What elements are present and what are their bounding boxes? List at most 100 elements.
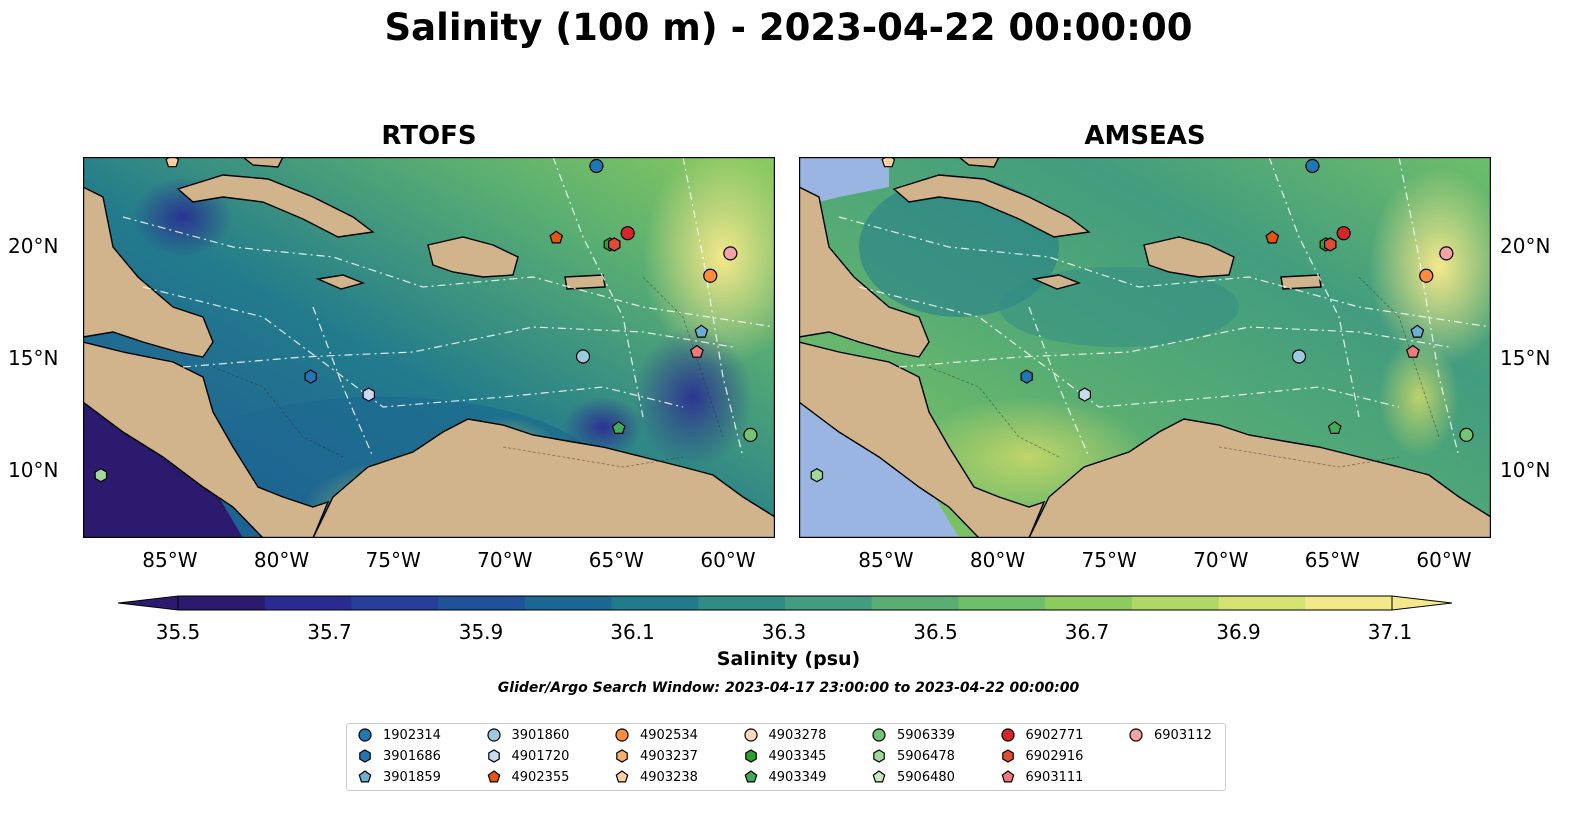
legend-label: 5906339 xyxy=(897,727,955,743)
float-marker-6903112 xyxy=(1439,246,1454,261)
float-marker-3901686 xyxy=(1020,369,1033,384)
legend-marker-circle-icon xyxy=(1000,728,1015,742)
colorbar-tick-label: 35.5 xyxy=(155,620,201,644)
float-marker-5906478 xyxy=(94,468,108,483)
legend-label: 4902355 xyxy=(511,769,570,785)
colorbar-tick-label: 36.7 xyxy=(1064,620,1110,644)
y-tick-label: 10°N xyxy=(8,457,59,482)
legend-marker-circle-icon xyxy=(486,728,501,742)
legend-label: 4903237 xyxy=(640,748,698,764)
x-tick-label: 65°W xyxy=(588,548,644,572)
legend-label: 6902771 xyxy=(1025,727,1084,743)
x-tick-label: 60°W xyxy=(700,548,756,572)
panel-title-amseas: AMSEAS xyxy=(1084,121,1206,151)
legend-label: 4903345 xyxy=(768,748,827,764)
float-marker-3901686 xyxy=(304,369,317,384)
legend-marker-pentagon-icon xyxy=(744,770,757,783)
legend-label: 6903111 xyxy=(1025,769,1084,785)
float-marker-4902534 xyxy=(703,268,718,283)
colorbar-tick-label: 37.1 xyxy=(1367,620,1413,644)
legend-label: 6902916 xyxy=(1025,748,1084,764)
legend-label: 4902534 xyxy=(640,727,698,743)
search-window-note: Glider/Argo Search Window: 2023-04-17 23… xyxy=(497,680,1080,696)
legend-entry: 3901686 xyxy=(357,747,441,765)
colorbar-cell xyxy=(438,596,526,610)
float-marker-6902771 xyxy=(1336,226,1351,241)
float-marker-4901720 xyxy=(1078,387,1091,402)
x-tick-label: 85°W xyxy=(858,548,914,572)
float-marker-5906339 xyxy=(743,427,758,443)
legend-entry: 4903238 xyxy=(614,768,698,786)
float-marker-3901859 xyxy=(1410,324,1425,338)
colorbar-tick-label: 35.7 xyxy=(307,620,352,644)
legend-label: 3901860 xyxy=(511,727,570,743)
map-amseas xyxy=(799,157,1491,538)
legend-label: 4903238 xyxy=(640,769,698,785)
float-marker-6903111 xyxy=(689,344,704,358)
float-marker-3901859 xyxy=(694,324,709,338)
legend-entry: 6902771 xyxy=(1000,726,1084,744)
legend-entry: 5906339 xyxy=(871,726,955,744)
colorbar-cell xyxy=(264,596,352,610)
float-marker-4902355 xyxy=(549,230,564,244)
colorbar-cell xyxy=(1045,596,1133,610)
legend-marker-pentagon-icon xyxy=(358,770,372,783)
legend-entry: 4902534 xyxy=(614,726,698,744)
x-tick-label: 70°W xyxy=(477,548,533,572)
colorbar-extend-high xyxy=(1391,595,1452,611)
x-tick-label: 75°W xyxy=(1081,548,1137,572)
legend-entry: 3901859 xyxy=(357,768,441,786)
legend-entry: 1902314 xyxy=(357,726,441,744)
x-tick-label: 85°W xyxy=(142,548,198,572)
float-marker-6903111 xyxy=(1405,344,1420,358)
colorbar-cell xyxy=(871,596,959,610)
legend-label: 4903278 xyxy=(768,727,827,743)
float-marker-1902314 xyxy=(589,158,604,174)
legend-label: 1902314 xyxy=(383,727,441,743)
y-tick-label: 15°N xyxy=(8,345,59,370)
colorbar-cell xyxy=(785,596,873,610)
colorbar-tick-label: 35.9 xyxy=(458,620,504,644)
legend-entry: 4903345 xyxy=(743,747,827,765)
colorbar-cell xyxy=(524,596,613,610)
colorbar-tick-label: 36.1 xyxy=(610,620,655,644)
x-tick-label: 80°W xyxy=(253,548,310,572)
float-marker-6902916 xyxy=(607,237,621,252)
legend-entry: 4903349 xyxy=(743,768,827,786)
float-marker-4903349 xyxy=(1327,420,1342,434)
legend-label: 6903112 xyxy=(1154,727,1212,743)
x-tick-label: 60°W xyxy=(1416,548,1472,572)
legend-marker-hexagon-icon xyxy=(616,749,628,763)
colorbar-cell xyxy=(1305,596,1393,610)
float-marker-4902355 xyxy=(1265,230,1280,244)
legend-marker-circle-icon xyxy=(872,728,886,742)
float-marker-6902916 xyxy=(1323,237,1337,252)
colorbar-tick-label: 36.9 xyxy=(1216,620,1261,644)
colorbar-cell xyxy=(611,596,699,610)
legend-entry: 4903237 xyxy=(614,747,698,765)
float-marker-4901720 xyxy=(362,387,375,402)
y-tick-label: 20°N xyxy=(8,233,59,258)
legend-marker-circle-icon xyxy=(615,728,629,742)
figure-title: Salinity (100 m) - 2023-04-22 00:00:00 xyxy=(384,6,1193,49)
map-rtofs xyxy=(83,157,775,538)
colorbar-cell xyxy=(1131,596,1220,610)
legend-label: 4903349 xyxy=(768,769,827,785)
legend-marker-circle-icon xyxy=(358,728,372,742)
float-marker-4903349 xyxy=(611,420,626,434)
colorbar-cell xyxy=(1218,596,1306,610)
legend-entry: 5906478 xyxy=(871,747,955,765)
x-tick-label: 65°W xyxy=(1304,548,1360,572)
float-marker-3901860 xyxy=(575,349,591,364)
float-legend: 1902314 3901686 3901859 3901860 4901720 49023… xyxy=(346,723,1226,791)
legend-entry: 4902355 xyxy=(486,768,570,786)
legend-label: 4901720 xyxy=(511,748,570,764)
legend-entry: 5906480 xyxy=(871,768,955,786)
float-marker-6903112 xyxy=(723,246,738,261)
legend-label: 5906480 xyxy=(897,769,955,785)
y-tick-label: 15°N xyxy=(1500,345,1551,370)
float-marker-4903238 xyxy=(881,157,896,168)
legend-marker-pentagon-icon xyxy=(872,770,886,783)
colorbar-extend-low xyxy=(118,595,179,611)
legend-marker-pentagon-icon xyxy=(1001,770,1014,783)
